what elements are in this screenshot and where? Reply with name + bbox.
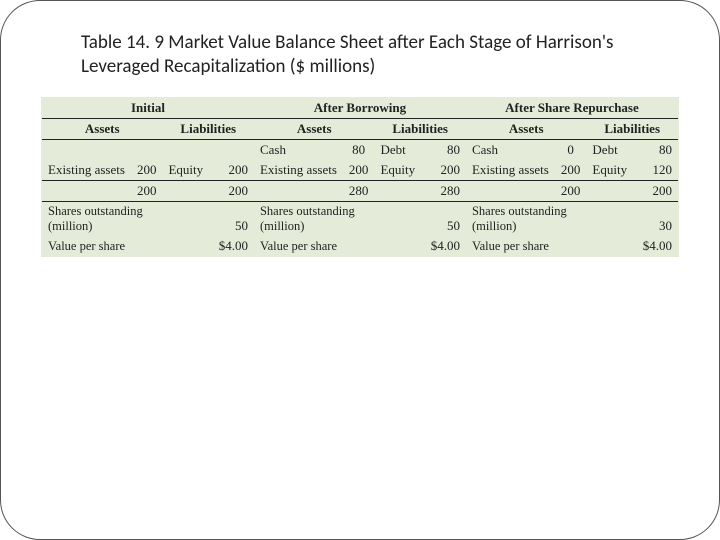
col-liab-3: Liabilities — [586, 118, 678, 139]
debt-label-2: Debt — [374, 139, 422, 160]
col-assets-3: Assets — [466, 118, 586, 139]
cash-val-3: 0 — [555, 139, 587, 160]
total-l2: 280 — [422, 180, 466, 201]
equity-val-3: 120 — [634, 160, 678, 181]
cash-label-3: Cash — [466, 139, 555, 160]
equity-label-3: Equity — [586, 160, 634, 181]
equity-label-1: Equity — [162, 160, 210, 181]
total-l1: 200 — [210, 180, 254, 201]
column-header-row: Assets Liabilities Assets Liabilities As… — [42, 118, 678, 139]
vps-val-2: $4.00 — [422, 236, 466, 256]
exist-val-3: 200 — [555, 160, 587, 181]
total-l3: 200 — [634, 180, 678, 201]
balance-sheet-table: Initial After Borrowing After Share Repu… — [41, 97, 679, 257]
total-a2: 280 — [343, 180, 375, 201]
col-assets-1: Assets — [42, 118, 162, 139]
row-shares: Shares outstanding (million) 50 Shares o… — [42, 201, 678, 236]
equity-val-1: 200 — [210, 160, 254, 181]
vps-label-2: Value per share — [254, 236, 374, 256]
shares-val-2: 50 — [422, 201, 466, 236]
shares-val-3: 30 — [634, 201, 678, 236]
row-existing-equity: Existing assets 200 Equity 200 Existing … — [42, 160, 678, 181]
vps-val-1: $4.00 — [210, 236, 254, 256]
col-liab-1: Liabilities — [162, 118, 253, 139]
bs-table: Initial After Borrowing After Share Repu… — [42, 98, 678, 256]
stage-borrowing: After Borrowing — [254, 98, 466, 119]
row-totals: 200 200 280 280 200 200 — [42, 180, 678, 201]
equity-label-2: Equity — [374, 160, 422, 181]
debt-val-3: 80 — [634, 139, 678, 160]
shares-label-3: Shares outstanding (million) — [466, 201, 586, 236]
total-a3: 200 — [555, 180, 587, 201]
shares-label-2: Shares outstanding (million) — [254, 201, 374, 236]
stage-repurchase: After Share Repurchase — [466, 98, 678, 119]
debt-val-2: 80 — [422, 139, 466, 160]
exist-label-2: Existing assets — [254, 160, 343, 181]
exist-label-1: Existing assets — [42, 160, 131, 181]
table-title: Table 14. 9 Market Value Balance Sheet a… — [81, 31, 649, 79]
col-liab-2: Liabilities — [374, 118, 465, 139]
vps-label-3: Value per share — [466, 236, 586, 256]
vps-val-3: $4.00 — [634, 236, 678, 256]
shares-label-1: Shares outstanding (million) — [42, 201, 162, 236]
cash-label-2: Cash — [254, 139, 343, 160]
col-assets-2: Assets — [254, 118, 374, 139]
cash-val-2: 80 — [343, 139, 375, 160]
shares-val-1: 50 — [210, 201, 254, 236]
slide-frame: Table 14. 9 Market Value Balance Sheet a… — [0, 0, 720, 540]
row-cash-debt: Cash 80 Debt 80 Cash 0 Debt 80 — [42, 139, 678, 160]
exist-val-2: 200 — [343, 160, 375, 181]
equity-val-2: 200 — [422, 160, 466, 181]
exist-val-1: 200 — [131, 160, 163, 181]
stage-header-row: Initial After Borrowing After Share Repu… — [42, 98, 678, 119]
debt-label-3: Debt — [586, 139, 634, 160]
stage-initial: Initial — [42, 98, 254, 119]
total-a1: 200 — [131, 180, 163, 201]
vps-label-1: Value per share — [42, 236, 162, 256]
exist-label-3: Existing assets — [466, 160, 555, 181]
row-vps: Value per share $4.00 Value per share $4… — [42, 236, 678, 256]
